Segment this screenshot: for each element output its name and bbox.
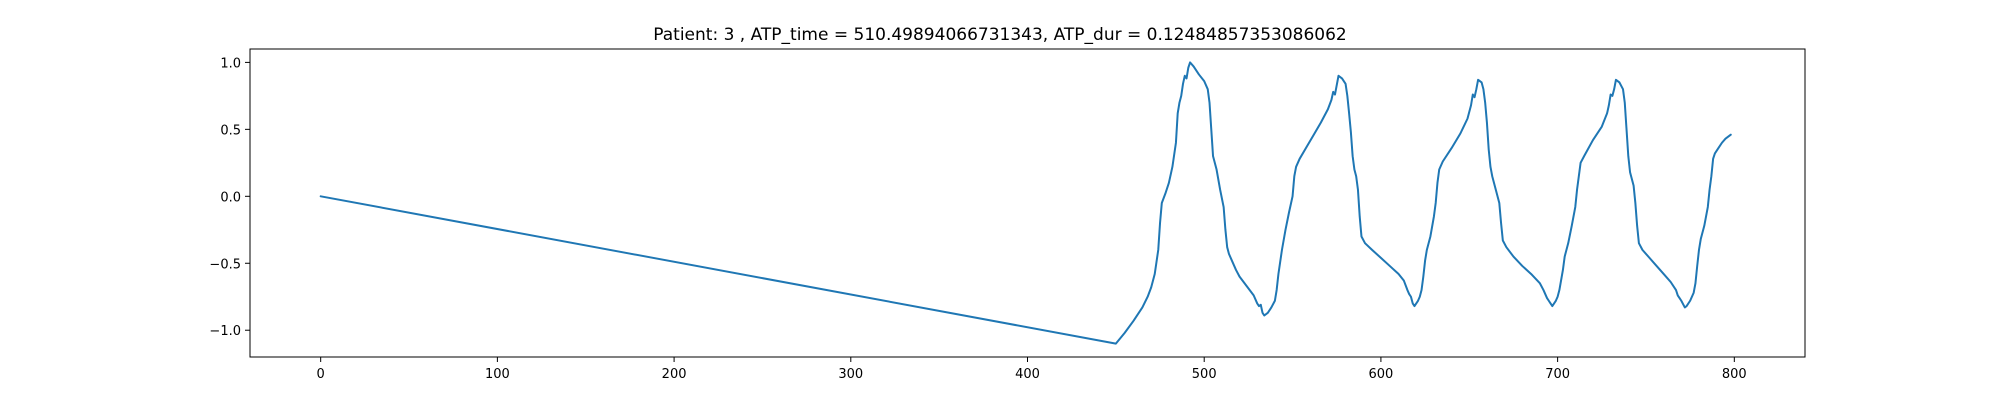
- x-tick-label: 500: [1192, 367, 1217, 382]
- chart-title: Patient: 3 , ATP_time = 510.498940667313…: [653, 25, 1346, 45]
- x-tick-label: 400: [1015, 367, 1040, 382]
- x-tick-label: 100: [485, 367, 510, 382]
- series-layer: [319, 61, 1732, 345]
- x-tick-label: 600: [1368, 367, 1393, 382]
- y-tick-label: −1.0: [209, 324, 241, 339]
- y-tick-label: 1.0: [220, 56, 241, 71]
- series-line: [319, 61, 1732, 345]
- y-tick-label: −0.5: [209, 257, 241, 272]
- x-tick-label: 800: [1722, 367, 1747, 382]
- y-tick-label: 0.5: [220, 123, 241, 138]
- x-tick-label: 200: [662, 367, 687, 382]
- y-tick-label: 0.0: [220, 190, 241, 205]
- x-tick-label: 0: [317, 367, 325, 382]
- x-tick-label: 300: [838, 367, 863, 382]
- x-tick-label: 700: [1545, 367, 1570, 382]
- axis-ticks: 0 100 200 300 400 500 600 700 800 −1.0 −0.5 0.0 0.5 1…: [209, 56, 1746, 382]
- plot-area-frame: [249, 48, 1806, 358]
